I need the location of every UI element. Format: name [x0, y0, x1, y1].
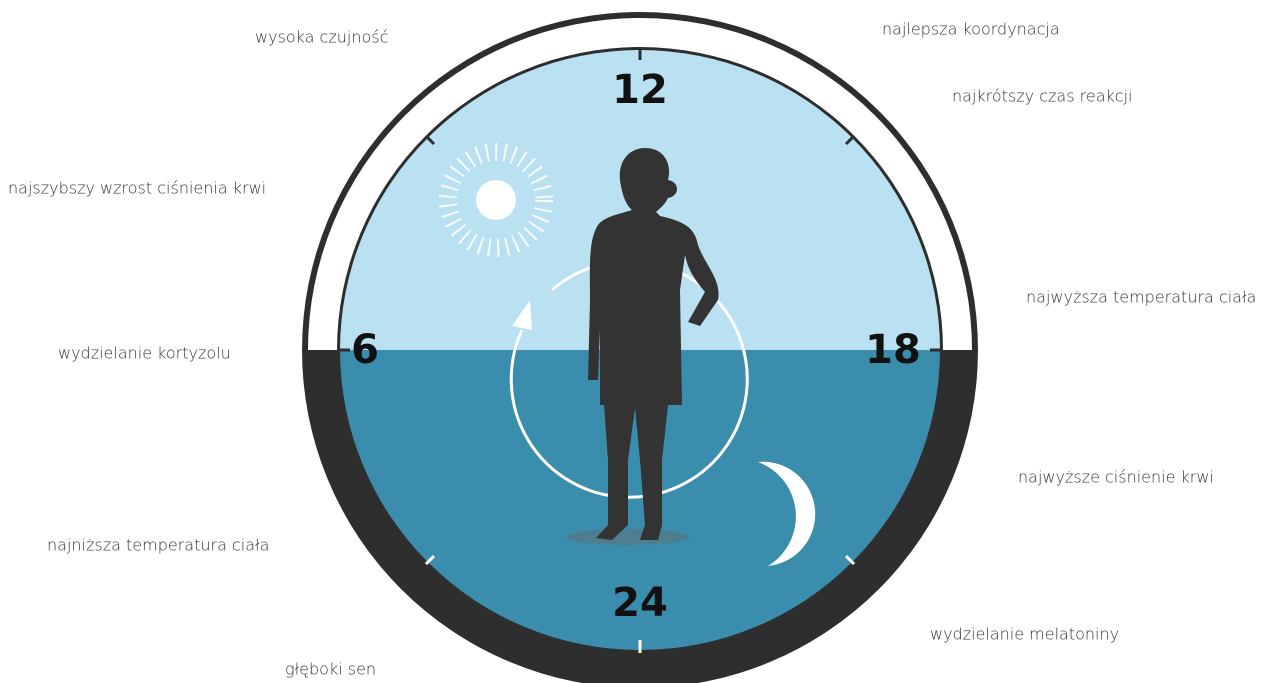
annotation: najwyższa temperatura ciała	[1026, 288, 1256, 307]
hour-label: 18	[865, 327, 921, 373]
annotation: najlepsza koordynacja	[882, 20, 1060, 39]
hour-label: 12	[612, 67, 668, 113]
circadian-diagram: 12 6 18 24 wysoka czujność najlepsza koo…	[0, 0, 1272, 683]
annotation: najniższa temperatura ciała	[47, 536, 269, 555]
annotation: najkrótszy czas reakcji	[952, 87, 1132, 106]
annotation: najszybszy wzrost ciśnienia krwi	[8, 179, 266, 198]
hour-label: 6	[351, 327, 379, 373]
annotation: głęboki sen	[285, 660, 376, 679]
hour-label: 24	[612, 580, 668, 626]
annotation: najwyższe ciśnienie krwi	[1018, 468, 1214, 487]
annotation: wydzielanie kortyzolu	[58, 344, 231, 363]
shadow	[566, 529, 690, 545]
annotation: wysoka czujność	[255, 28, 388, 47]
annotation: wydzielanie melatoniny	[930, 625, 1119, 644]
